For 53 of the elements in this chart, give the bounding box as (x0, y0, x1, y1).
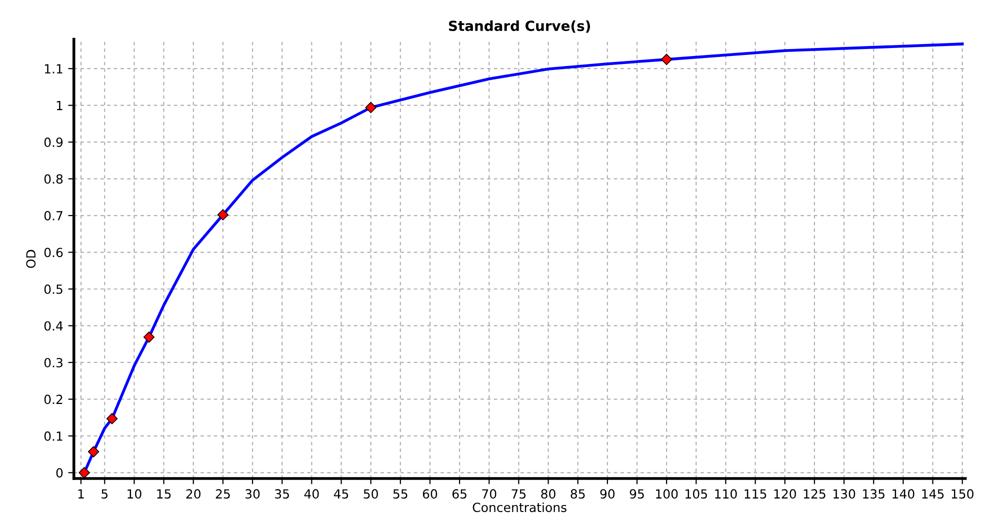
x-tick-label: 140 (892, 489, 914, 499)
x-tick-label: 5 (102, 489, 108, 499)
x-tick-label: 1 (78, 489, 84, 498)
x-tick-label: 50 (364, 489, 378, 499)
point (106, 413, 118, 424)
x-tick-label: 55 (393, 489, 408, 499)
x-tick-label: 115 (744, 489, 766, 499)
x-tick-label: 75 (512, 489, 526, 499)
y-axis-title: OD (26, 250, 36, 268)
x-tick-label: 20 (186, 489, 200, 499)
x-tick-label: 60 (422, 489, 438, 499)
x-tick-label: 10 (128, 489, 142, 499)
x-tick-label: 40 (304, 489, 319, 499)
point (365, 102, 376, 114)
x-tick-label: 125 (804, 489, 826, 499)
x-tick-label: 70 (482, 489, 496, 499)
y-tick-label: 0.4 (44, 321, 63, 331)
y-tick-label: 0.2 (44, 394, 62, 404)
x-tick-label: 30 (246, 489, 260, 499)
y-tick-label: 0.9 (44, 138, 63, 148)
point (88, 446, 100, 458)
x-tick-label: 110 (715, 489, 737, 499)
x-tick-label: 15 (157, 489, 171, 499)
x-tick-label: 45 (334, 489, 348, 499)
x-tick-label: 95 (630, 489, 644, 499)
point (217, 209, 229, 220)
y-tick-label: 0.8 (44, 174, 63, 184)
x-tick-label: 130 (833, 489, 856, 499)
x-tick-label: 105 (686, 489, 707, 499)
y-tick-label: 1.1 (44, 64, 62, 74)
chart-title: Standard Curve(s) (448, 20, 590, 33)
y-tick-label: 0.7 (44, 211, 62, 220)
y-tick-label: 0.6 (44, 248, 63, 258)
y-tick-label: 0.5 (44, 284, 62, 294)
x-tick-label: 145 (922, 489, 944, 499)
y-tick-label: 0 (56, 468, 63, 478)
x-tick-label: 85 (570, 489, 585, 499)
x-tick-label: 135 (863, 489, 884, 499)
x-tick-label: 35 (275, 489, 289, 499)
point (143, 332, 155, 343)
x-tick-label: 65 (452, 489, 466, 499)
x-tick-label: 100 (656, 489, 678, 499)
x-tick-label: 80 (541, 489, 556, 499)
point (660, 54, 672, 66)
point (78, 467, 90, 478)
x-tick-label: 25 (216, 489, 230, 499)
x-tick-label: 150 (952, 489, 974, 499)
y-tick-label: 1 (56, 100, 62, 110)
x-tick-label: 120 (774, 489, 796, 499)
x-tick-label: 90 (600, 489, 615, 499)
y-tick-label: 0.1 (44, 431, 62, 441)
x-axis-title: Concentrations (472, 502, 566, 512)
y-tick-label: 0.3 (44, 358, 62, 368)
